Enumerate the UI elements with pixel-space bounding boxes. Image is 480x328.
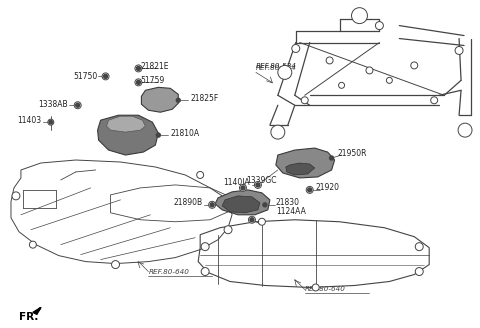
Circle shape [48,119,54,125]
Circle shape [241,186,245,190]
Text: 21825F: 21825F [190,94,218,103]
Circle shape [301,97,308,104]
Circle shape [366,67,373,74]
Circle shape [135,79,142,86]
Circle shape [240,184,246,191]
Polygon shape [107,116,145,132]
Circle shape [135,65,142,72]
Polygon shape [33,307,41,314]
Circle shape [458,123,472,137]
Circle shape [278,65,292,79]
Text: 51750: 51750 [73,72,97,81]
Text: 1140JA: 1140JA [223,178,250,187]
Text: FR.: FR. [19,312,38,322]
Circle shape [74,102,81,109]
Circle shape [330,156,334,160]
Circle shape [415,243,423,251]
Text: REF.80-640: REF.80-640 [305,286,346,293]
Text: 11403: 11403 [17,116,41,125]
Polygon shape [215,190,270,215]
Polygon shape [142,87,178,112]
Text: 21821E: 21821E [141,62,169,71]
Circle shape [104,74,108,78]
Circle shape [224,226,232,234]
Polygon shape [222,196,260,213]
Text: 51759: 51759 [141,76,165,85]
Circle shape [136,66,141,71]
Circle shape [209,201,216,208]
Circle shape [256,183,260,187]
Circle shape [136,80,141,84]
Circle shape [312,284,319,291]
Circle shape [338,82,345,88]
Text: 1124AA: 1124AA [276,207,306,216]
Text: REF.80-524: REF.80-524 [256,63,297,70]
Text: 1338AB: 1338AB [38,100,68,109]
Polygon shape [276,148,335,178]
Circle shape [12,192,20,200]
Circle shape [415,268,423,276]
Text: 21920: 21920 [316,183,340,193]
Circle shape [386,77,392,83]
Circle shape [249,216,255,223]
Text: REF.80-524: REF.80-524 [256,65,297,72]
Text: 21950R: 21950R [337,149,367,157]
Circle shape [102,73,109,80]
Circle shape [411,62,418,69]
Circle shape [197,172,204,178]
Text: 21810A: 21810A [170,129,199,138]
Circle shape [29,241,36,248]
Circle shape [455,47,463,54]
Circle shape [431,97,438,104]
Circle shape [306,186,313,194]
Circle shape [210,203,214,207]
Circle shape [258,218,265,225]
Circle shape [250,218,254,222]
Circle shape [308,188,312,192]
Circle shape [49,120,53,124]
Text: 1339GC: 1339GC [246,176,276,185]
Polygon shape [286,163,315,175]
Text: REF.80-640: REF.80-640 [148,269,189,275]
Circle shape [156,133,160,137]
Circle shape [201,268,209,276]
Circle shape [375,22,384,30]
Circle shape [111,260,120,269]
Circle shape [201,243,209,251]
Text: 21890B: 21890B [173,198,202,207]
Circle shape [326,57,333,64]
Circle shape [254,181,262,188]
Circle shape [76,103,80,107]
Circle shape [176,98,180,102]
Circle shape [263,203,267,207]
Circle shape [292,45,300,52]
Circle shape [351,8,368,24]
Text: 21830: 21830 [276,198,300,207]
Circle shape [271,125,285,139]
Polygon shape [97,115,158,155]
